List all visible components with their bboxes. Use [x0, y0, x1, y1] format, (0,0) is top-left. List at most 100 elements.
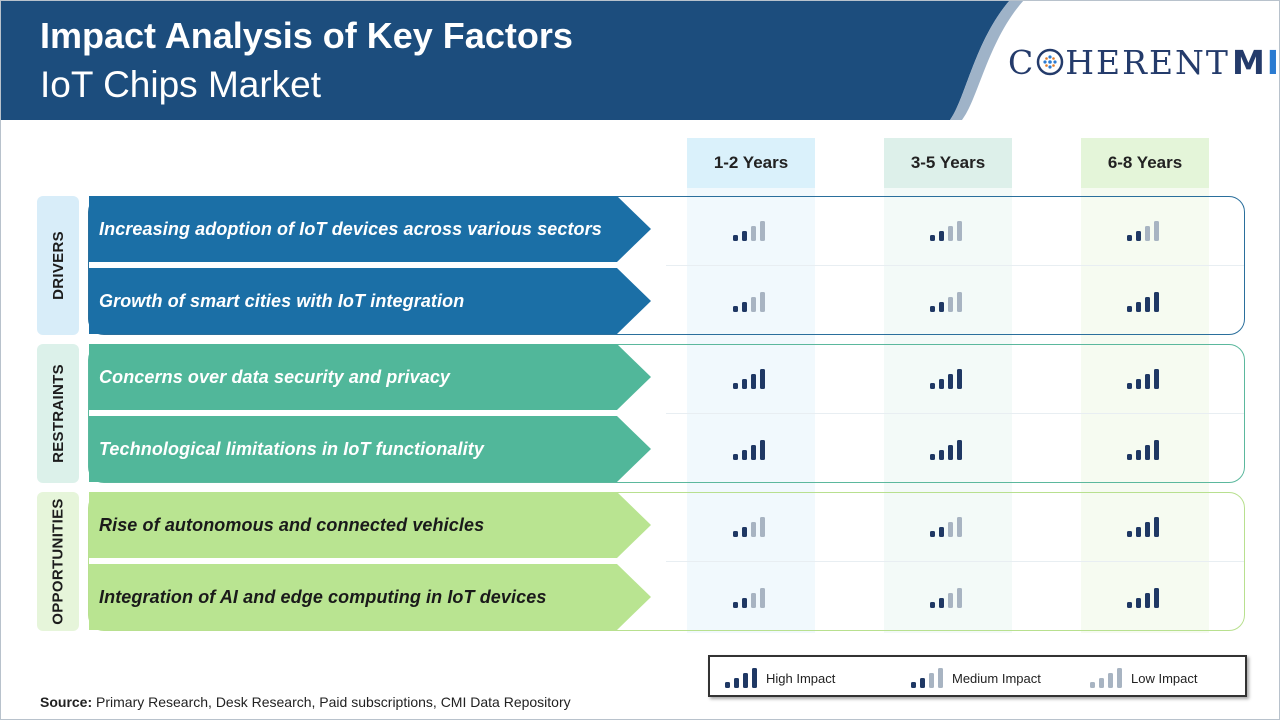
- legend-item-low: Low Impact: [1089, 667, 1197, 689]
- signal-bar: [1136, 231, 1141, 241]
- restraints-label: RESTRAINTS: [49, 364, 67, 463]
- signal-bar: [957, 369, 962, 389]
- signal-bar: [751, 593, 756, 608]
- factor-row: Rise of autonomous and connected vehicle…: [89, 492, 651, 558]
- signal-bar: [1136, 527, 1141, 537]
- signal-bar: [948, 226, 953, 241]
- signal-bar: [751, 297, 756, 312]
- factor-label: Rise of autonomous and connected vehicle…: [99, 514, 485, 535]
- low-impact-icon: [1090, 668, 1122, 688]
- signal-bar: [760, 292, 765, 312]
- signal-bar: [752, 668, 757, 688]
- signal-bar: [930, 454, 935, 460]
- signal-bar: [733, 235, 738, 241]
- legend: High Impact Medium Impact Low Impact: [708, 655, 1247, 697]
- source-label: Source:: [40, 694, 93, 710]
- signal-bar: [733, 454, 738, 460]
- signal-bar: [1127, 235, 1132, 241]
- signal-bar: [1145, 593, 1150, 608]
- factor-row: Growth of smart cities with IoT integrat…: [89, 268, 651, 334]
- drivers-side-label: DRIVERS: [37, 196, 79, 335]
- medium-impact-icon: [733, 517, 765, 537]
- medium-impact-icon: [1127, 221, 1159, 241]
- high-impact-icon: [1127, 588, 1159, 608]
- signal-bar: [1127, 602, 1132, 608]
- signal-bar: [1108, 673, 1113, 688]
- factor-label: Concerns over data security and privacy: [99, 366, 451, 387]
- signal-bar: [930, 383, 935, 389]
- signal-bar: [1154, 369, 1159, 389]
- signal-bar: [751, 522, 756, 537]
- high-impact-icon: [930, 440, 962, 460]
- signal-bar: [939, 450, 944, 460]
- high-impact-icon: [930, 369, 962, 389]
- signal-bar: [948, 374, 953, 389]
- signal-bar: [948, 522, 953, 537]
- signal-bar: [939, 302, 944, 312]
- high-impact-icon: [733, 369, 765, 389]
- factor-row: Concerns over data security and privacy: [89, 344, 651, 410]
- signal-bar: [1127, 383, 1132, 389]
- signal-bar: [742, 231, 747, 241]
- signal-bar: [742, 302, 747, 312]
- high-impact-icon: [733, 440, 765, 460]
- signal-bar: [1090, 682, 1095, 688]
- restraints-group-frame: [88, 344, 1245, 483]
- row-separator: [666, 561, 1244, 562]
- restraints-side-label: RESTRAINTS: [37, 344, 79, 483]
- signal-bar: [742, 598, 747, 608]
- logo-letter-i: I: [1266, 42, 1280, 82]
- signal-bar: [939, 379, 944, 389]
- signal-bar: [948, 593, 953, 608]
- high-impact-icon: [1127, 440, 1159, 460]
- signal-bar: [938, 668, 943, 688]
- signal-bar: [733, 306, 738, 312]
- signal-bar: [1154, 221, 1159, 241]
- signal-bar: [939, 527, 944, 537]
- signal-bar: [920, 678, 925, 688]
- page-subtitle: IoT Chips Market: [40, 64, 322, 105]
- high-impact-icon: [725, 668, 757, 688]
- signal-bar: [957, 517, 962, 537]
- medium-impact-icon: [911, 668, 943, 688]
- column-header-3-5-years: 3-5 Years: [884, 138, 1012, 188]
- logo-text: HERENT: [1065, 42, 1230, 82]
- signal-bar: [957, 221, 962, 241]
- drivers-label: DRIVERS: [49, 231, 67, 300]
- row-separator: [666, 413, 1244, 414]
- signal-bar: [760, 588, 765, 608]
- legend-label-medium: Medium Impact: [952, 670, 1041, 686]
- legend-label-low: Low Impact: [1131, 670, 1198, 686]
- signal-bar: [930, 306, 935, 312]
- logo-mi: MI: [1232, 43, 1280, 82]
- medium-impact-icon: [930, 221, 962, 241]
- high-impact-icon: [1127, 292, 1159, 312]
- signal-bar: [1154, 440, 1159, 460]
- logo-letter-m: M: [1231, 42, 1267, 82]
- signal-bar: [948, 445, 953, 460]
- signal-bar: [1127, 454, 1132, 460]
- signal-bar: [911, 682, 916, 688]
- legend-item-medium: Medium Impact: [910, 667, 1041, 689]
- medium-impact-icon: [733, 588, 765, 608]
- signal-bar: [1145, 297, 1150, 312]
- page-title: Impact Analysis of Key Factors: [40, 15, 573, 56]
- column-header-1-2-years: 1-2 Years: [687, 138, 815, 188]
- signal-bar: [760, 517, 765, 537]
- signal-bar: [733, 602, 738, 608]
- signal-bar: [733, 531, 738, 537]
- column-bg-6-8-years: [1081, 188, 1209, 633]
- legend-item-high: High Impact: [724, 667, 835, 689]
- medium-impact-icon: [930, 588, 962, 608]
- signal-bar: [957, 588, 962, 608]
- column-bg-3-5-years: [884, 188, 1012, 633]
- factor-label: Increasing adoption of IoT devices acros…: [99, 218, 602, 239]
- factor-row: Technological limitations in IoT functio…: [89, 416, 651, 482]
- signal-bar: [939, 231, 944, 241]
- signal-bar: [957, 440, 962, 460]
- signal-bar: [1136, 302, 1141, 312]
- logo-globe-icon: [1037, 48, 1064, 76]
- signal-bar: [742, 527, 747, 537]
- signal-bar: [760, 221, 765, 241]
- signal-bar: [1154, 588, 1159, 608]
